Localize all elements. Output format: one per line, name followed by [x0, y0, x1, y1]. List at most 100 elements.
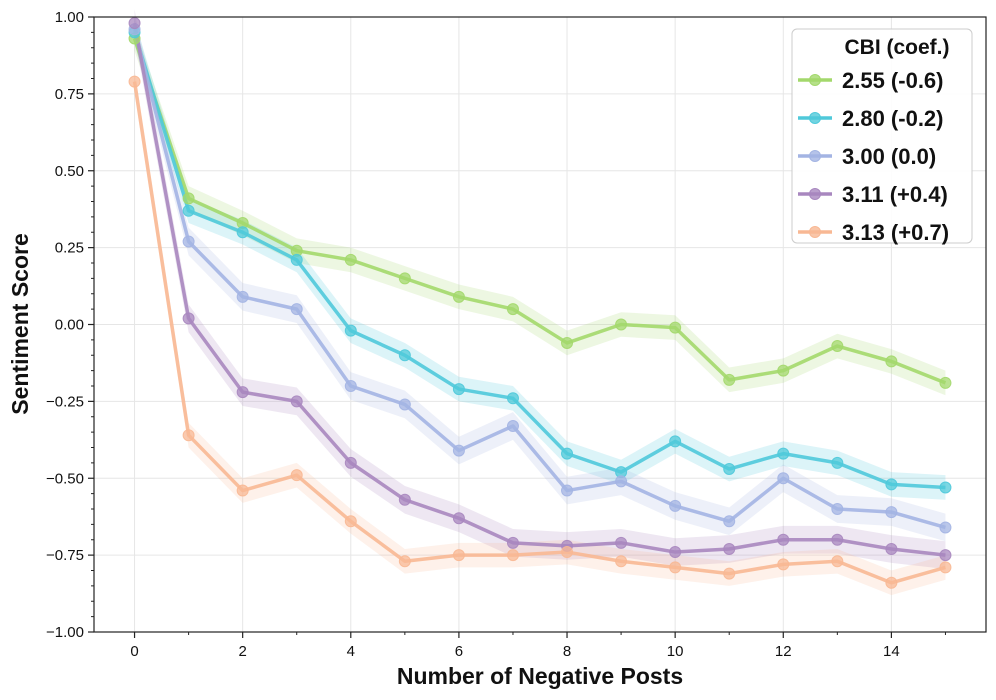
legend-box [791, 28, 973, 244]
x-tick-label: 14 [883, 643, 900, 660]
x-tick-label: 12 [775, 643, 792, 660]
data-point [182, 235, 195, 248]
series-line [132, 28, 946, 530]
data-point [398, 555, 411, 568]
data-point [128, 75, 141, 88]
data-point [236, 290, 249, 303]
y-tick-label: −0.25 [46, 393, 84, 410]
data-point [615, 318, 628, 331]
data-point [344, 515, 357, 528]
data-point [777, 472, 790, 485]
data-point [506, 419, 519, 432]
legend-swatch-marker [809, 112, 821, 124]
legend-swatch-marker [809, 150, 821, 162]
data-point [723, 542, 736, 555]
series-line [132, 37, 947, 385]
data-point [777, 533, 790, 546]
data-point [398, 398, 411, 411]
data-point [182, 429, 195, 442]
x-tick-label: 10 [667, 643, 684, 660]
legend: CBI (coef.) 2.55 (-0.6) 2.80 (-0.2) 3.00 (… [791, 28, 973, 245]
data-point [182, 312, 195, 325]
data-point [452, 444, 465, 457]
data-point [885, 542, 898, 555]
y-tick-label: 0.25 [55, 240, 84, 257]
data-point [615, 475, 628, 488]
data-point [290, 395, 303, 408]
data-point [831, 456, 844, 469]
data-point [777, 447, 790, 460]
data-point [452, 512, 465, 525]
data-point [831, 503, 844, 515]
legend-entry-label: 3.11 (+0.4) [842, 182, 948, 207]
y-tick-label: −0.75 [46, 547, 84, 564]
data-point [561, 484, 574, 497]
data-point [615, 536, 628, 549]
x-tick-label: 8 [563, 643, 571, 660]
y-tick-label: 1.00 [55, 9, 84, 26]
data-point [939, 549, 952, 562]
legend-entry-label: 3.00 (0.0) [842, 144, 936, 169]
data-point [506, 549, 519, 562]
confidence-band [134, 26, 946, 396]
y-tick-label: −1.00 [46, 624, 84, 641]
series-line [132, 31, 946, 490]
axis-ticks: 0 2 4 6 8 10 12 14 −1.00 −0.75 −0.50 −0.25 0.00 0.25 0… [46, 9, 946, 660]
data-point [506, 536, 519, 549]
data-point [831, 555, 844, 568]
data-point [452, 290, 465, 303]
data-point [182, 192, 195, 205]
data-point [885, 576, 898, 589]
data-point [885, 478, 898, 491]
data-point [723, 515, 736, 528]
legend-entry-label: 2.80 (-0.2) [842, 106, 944, 131]
data-point [344, 456, 357, 469]
data-point [723, 373, 736, 386]
series-line [132, 81, 946, 585]
data-point [669, 499, 682, 512]
data-point [723, 463, 736, 476]
data-point [939, 481, 952, 494]
data-point [182, 204, 195, 217]
legend-entry-label: 3.13 (+0.7) [842, 220, 949, 245]
data-point [669, 435, 682, 448]
x-tick-label: 2 [238, 643, 246, 660]
data-point [885, 506, 898, 519]
y-tick-label: 0.00 [55, 317, 84, 334]
legend-entry-label: 2.55 (-0.6) [842, 68, 944, 93]
data-point [398, 272, 411, 285]
data-point [615, 555, 628, 568]
data-point [831, 340, 844, 353]
data-point [777, 558, 790, 571]
legend-swatch-marker [809, 226, 821, 238]
data-point [506, 392, 519, 405]
data-point [669, 561, 682, 574]
data-point [561, 546, 574, 559]
legend-title: CBI (coef.) [845, 36, 950, 59]
data-point [885, 355, 898, 368]
x-tick-label: 6 [455, 643, 463, 660]
data-point [290, 303, 303, 316]
y-tick-label: −0.50 [46, 470, 84, 487]
data-point [777, 364, 790, 377]
data-point [831, 533, 844, 546]
data-point [939, 376, 952, 389]
data-point [344, 324, 357, 337]
legend-swatch-marker [809, 188, 821, 200]
data-point [669, 321, 682, 334]
data-point [344, 253, 357, 266]
series-lines [132, 22, 947, 585]
data-point [290, 469, 303, 482]
data-point [939, 561, 952, 574]
data-point [128, 17, 141, 30]
data-point [561, 447, 574, 460]
data-point [236, 386, 249, 399]
legend-swatch-marker [809, 74, 821, 86]
y-tick-label: 0.50 [55, 163, 84, 180]
x-axis-title: Number of Negative Posts [397, 663, 683, 689]
data-point [506, 303, 519, 316]
data-point [344, 380, 357, 392]
y-axis-title: Sentiment Score [7, 233, 33, 415]
data-point [236, 226, 249, 239]
